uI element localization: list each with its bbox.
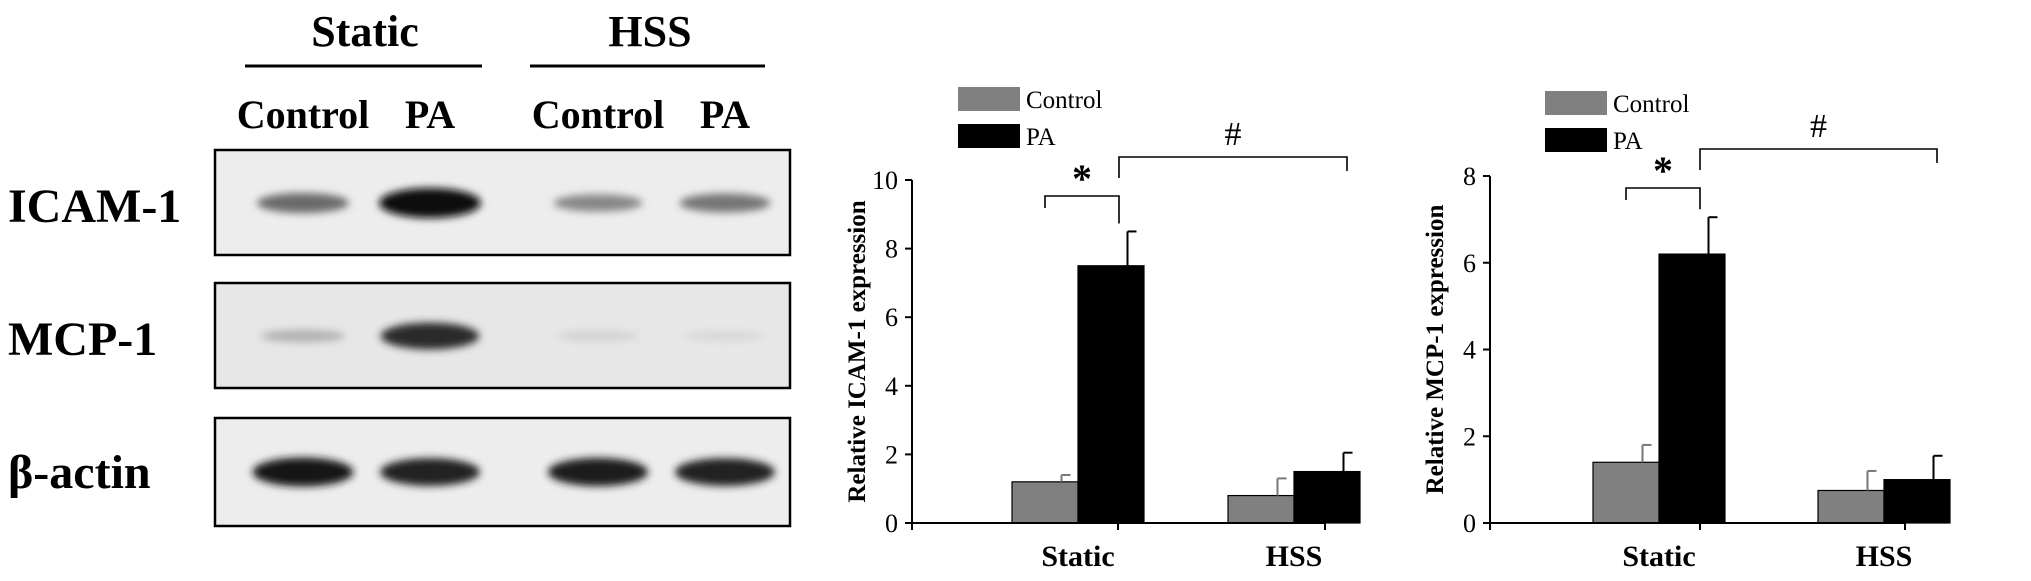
mcp1-y-tick-label-6: 6 (1463, 249, 1476, 278)
western-blot-panel: Static HSS Control PA Control PA ICAM-1 … (8, 7, 792, 528)
icam1-significance: *# (1044, 116, 1348, 224)
mcp1-x-category-hss: HSS (1856, 540, 1913, 573)
blot-band-actin-lane-1 (252, 457, 354, 487)
icam1-legend: Control PA (958, 87, 1102, 151)
mcp1-significance: *# (1625, 108, 1938, 210)
mcp1-bar-hss-pa (1883, 479, 1951, 524)
mcp1-bars (1592, 216, 1951, 524)
blot-group-label-hss: HSS (608, 7, 691, 56)
icam1-legend-label-control: Control (1026, 87, 1102, 114)
icam1-y-tick-label-0: 0 (885, 509, 898, 538)
icam1-y-axis-label: Relative ICAM-1 expression (844, 200, 871, 502)
mcp1-bar-static-pa (1658, 253, 1726, 524)
mcp1-y-axis-label: Relative MCP-1 expression (1422, 205, 1449, 495)
blot-group-label-static: Static (311, 7, 419, 56)
blot-band-icam1-lane-2 (379, 188, 481, 218)
icam1-x-category-static: Static (1041, 540, 1114, 573)
mcp1-legend-label-control: Control (1613, 91, 1689, 118)
icam1-y-tick-label-8: 8 (885, 235, 898, 264)
blot-band-icam1-lane-4 (679, 193, 771, 213)
blot-band-icam1-lane-1 (256, 192, 350, 214)
blot-protein-label-actin: β-actin (8, 446, 151, 499)
blot-lane-label-2: PA (405, 92, 455, 137)
mcp1-bar-hss-control (1817, 489, 1885, 524)
mcp1-y-tick-label-2: 2 (1463, 422, 1476, 451)
icam1-y-tick-label-2: 2 (885, 440, 898, 469)
blot-band-mcp1-lane-3 (557, 331, 639, 341)
mcp1-x-categories: Static HSS (1622, 540, 1912, 573)
mcp1-legend: Control PA (1545, 91, 1689, 155)
blot-band-icam1-lane-3 (553, 194, 643, 212)
blot-band-mcp1-lane-4 (684, 331, 766, 341)
icam1-y-ticks: 0 2 4 6 8 10 (872, 166, 912, 538)
mcp1-legend-label-pa: PA (1613, 128, 1643, 155)
icam1-y-tick-label-4: 4 (885, 372, 898, 401)
mcp1-bracket-star (1625, 187, 1701, 210)
mcp1-legend-swatch-control (1545, 91, 1607, 115)
mcp1-bracket-hash (1699, 148, 1938, 170)
blot-lane-label-4: PA (700, 92, 750, 137)
blot-band-actin-lane-4 (675, 458, 775, 486)
mcp1-x-category-static: Static (1622, 540, 1695, 573)
blot-protein-label-mcp1: MCP-1 (8, 313, 157, 366)
mcp1-annotation-hash: # (1810, 108, 1827, 145)
icam1-bar-static-pa (1077, 265, 1145, 524)
mcp1-y-ticks: 0 2 4 6 8 (1463, 162, 1490, 538)
mcp1-annotation-star: * (1653, 148, 1673, 193)
icam1-bar-hss-control (1227, 494, 1295, 524)
mcp1-legend-swatch-pa (1545, 128, 1607, 152)
icam1-y-tick-label-10: 10 (872, 166, 898, 195)
icam1-x-categories: Static HSS (1041, 540, 1322, 573)
mcp1-y-tick-label-0: 0 (1463, 509, 1476, 538)
icam1-bracket-hash (1118, 156, 1348, 178)
mcp1-y-tick-label-8: 8 (1463, 162, 1476, 191)
blot-band-mcp1-lane-1 (260, 329, 346, 343)
icam1-annotation-star: * (1072, 156, 1092, 201)
icam1-y-tick-label-6: 6 (885, 303, 898, 332)
mcp1-bar-static-control (1592, 461, 1660, 524)
icam1-legend-label-pa: PA (1026, 124, 1056, 151)
blot-band-actin-lane-2 (380, 458, 480, 486)
icam1-legend-swatch-control (958, 87, 1020, 111)
icam1-annotation-hash: # (1225, 116, 1242, 153)
icam1-legend-swatch-pa (958, 124, 1020, 148)
blot-band-mcp1-lane-2 (380, 322, 480, 350)
mcp1-y-tick-label-4: 4 (1463, 336, 1476, 365)
icam1-bars (1011, 230, 1361, 524)
icam1-bar-static-control (1011, 481, 1079, 524)
blot-band-actin-lane-3 (547, 457, 649, 487)
icam1-bracket-star (1044, 195, 1120, 224)
blot-lane-label-1: Control (237, 92, 370, 137)
blot-bands (252, 188, 775, 487)
icam1-axes (911, 180, 1326, 530)
icam1-bar-hss-pa (1293, 470, 1361, 524)
blot-protein-label-icam1: ICAM-1 (8, 180, 181, 233)
icam1-x-category-hss: HSS (1266, 540, 1323, 573)
blot-lane-label-3: Control (532, 92, 665, 137)
